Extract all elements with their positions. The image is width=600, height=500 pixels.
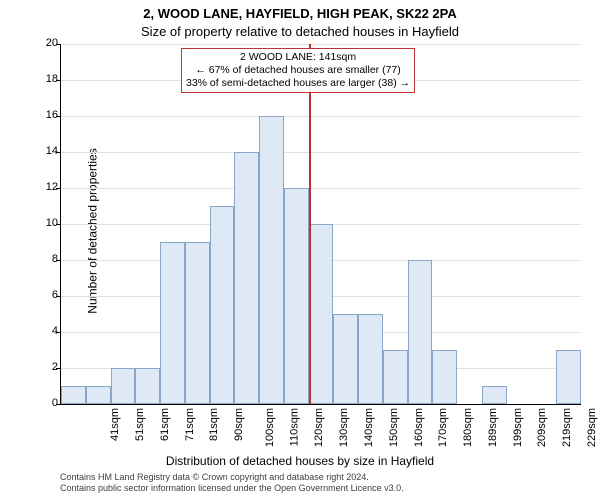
y-tick-mark (56, 152, 60, 153)
histogram-bar (135, 368, 160, 404)
x-tick-label: 110sqm (288, 408, 300, 446)
histogram-bar (86, 386, 111, 404)
histogram-bar (432, 350, 457, 404)
reference-line (309, 44, 311, 404)
y-tick-mark (56, 332, 60, 333)
histogram-bar (210, 206, 235, 404)
x-tick-label: 150sqm (388, 408, 400, 447)
histogram-bar (234, 152, 259, 404)
x-tick-label: 219sqm (561, 408, 573, 447)
y-tick-mark (56, 116, 60, 117)
histogram-bar (284, 188, 309, 404)
histogram-bar (482, 386, 507, 404)
gridline (61, 188, 581, 189)
y-tick-label: 12 (44, 181, 58, 193)
y-tick-label: 16 (44, 109, 58, 121)
x-tick-label: 140sqm (363, 408, 375, 447)
histogram-bar (160, 242, 185, 404)
chart-plot-area: 2 WOOD LANE: 141sqm← 67% of detached hou… (60, 44, 581, 405)
y-tick-mark (56, 44, 60, 45)
y-tick-mark (56, 260, 60, 261)
y-tick-mark (56, 296, 60, 297)
x-tick-label: 71sqm (184, 408, 196, 441)
gridline (61, 44, 581, 45)
y-tick-label: 18 (44, 73, 58, 85)
y-tick-mark (56, 188, 60, 189)
annotation-box: 2 WOOD LANE: 141sqm← 67% of detached hou… (181, 48, 415, 93)
y-tick-label: 6 (44, 289, 58, 301)
chart-title-sub: Size of property relative to detached ho… (0, 24, 600, 39)
histogram-bar (408, 260, 433, 404)
y-tick-mark (56, 80, 60, 81)
x-tick-label: 229sqm (586, 408, 598, 447)
x-tick-label: 209sqm (536, 408, 548, 447)
y-tick-label: 20 (44, 37, 58, 49)
y-tick-label: 14 (44, 145, 58, 157)
x-tick-label: 199sqm (512, 408, 524, 447)
y-tick-label: 8 (44, 253, 58, 265)
gridline (61, 152, 581, 153)
x-axis-label: Distribution of detached houses by size … (0, 454, 600, 468)
x-tick-label: 170sqm (437, 408, 449, 447)
footer-line-1: Contains HM Land Registry data © Crown c… (60, 472, 404, 483)
y-tick-mark (56, 224, 60, 225)
footer-line-2: Contains public sector information licen… (60, 483, 404, 494)
y-tick-label: 4 (44, 325, 58, 337)
histogram-bar (383, 350, 408, 404)
histogram-bar (111, 368, 136, 404)
histogram-bar (61, 386, 86, 404)
y-tick-mark (56, 404, 60, 405)
x-tick-label: 41sqm (109, 408, 121, 441)
annotation-line: 2 WOOD LANE: 141sqm (186, 51, 410, 64)
y-tick-label: 10 (44, 217, 58, 229)
x-tick-label: 130sqm (338, 408, 350, 447)
x-tick-label: 51sqm (134, 408, 146, 441)
histogram-bar (556, 350, 581, 404)
histogram-bar (309, 224, 334, 404)
x-tick-label: 160sqm (413, 408, 425, 447)
annotation-line: 33% of semi-detached houses are larger (… (186, 77, 410, 90)
chart-title-main: 2, WOOD LANE, HAYFIELD, HIGH PEAK, SK22 … (0, 6, 600, 21)
annotation-line: ← 67% of detached houses are smaller (77… (186, 64, 410, 77)
x-tick-label: 61sqm (159, 408, 171, 441)
y-tick-label: 2 (44, 361, 58, 373)
x-tick-label: 90sqm (233, 408, 245, 441)
x-tick-label: 120sqm (314, 408, 326, 447)
x-tick-label: 189sqm (487, 408, 499, 447)
histogram-bar (259, 116, 284, 404)
gridline (61, 116, 581, 117)
x-tick-label: 81sqm (208, 408, 220, 441)
footer-attribution: Contains HM Land Registry data © Crown c… (60, 472, 404, 495)
histogram-bar (358, 314, 383, 404)
x-tick-label: 180sqm (462, 408, 474, 447)
y-tick-mark (56, 368, 60, 369)
histogram-bar (333, 314, 358, 404)
histogram-bar (185, 242, 210, 404)
y-tick-label: 0 (44, 397, 58, 409)
x-tick-label: 100sqm (264, 408, 276, 447)
